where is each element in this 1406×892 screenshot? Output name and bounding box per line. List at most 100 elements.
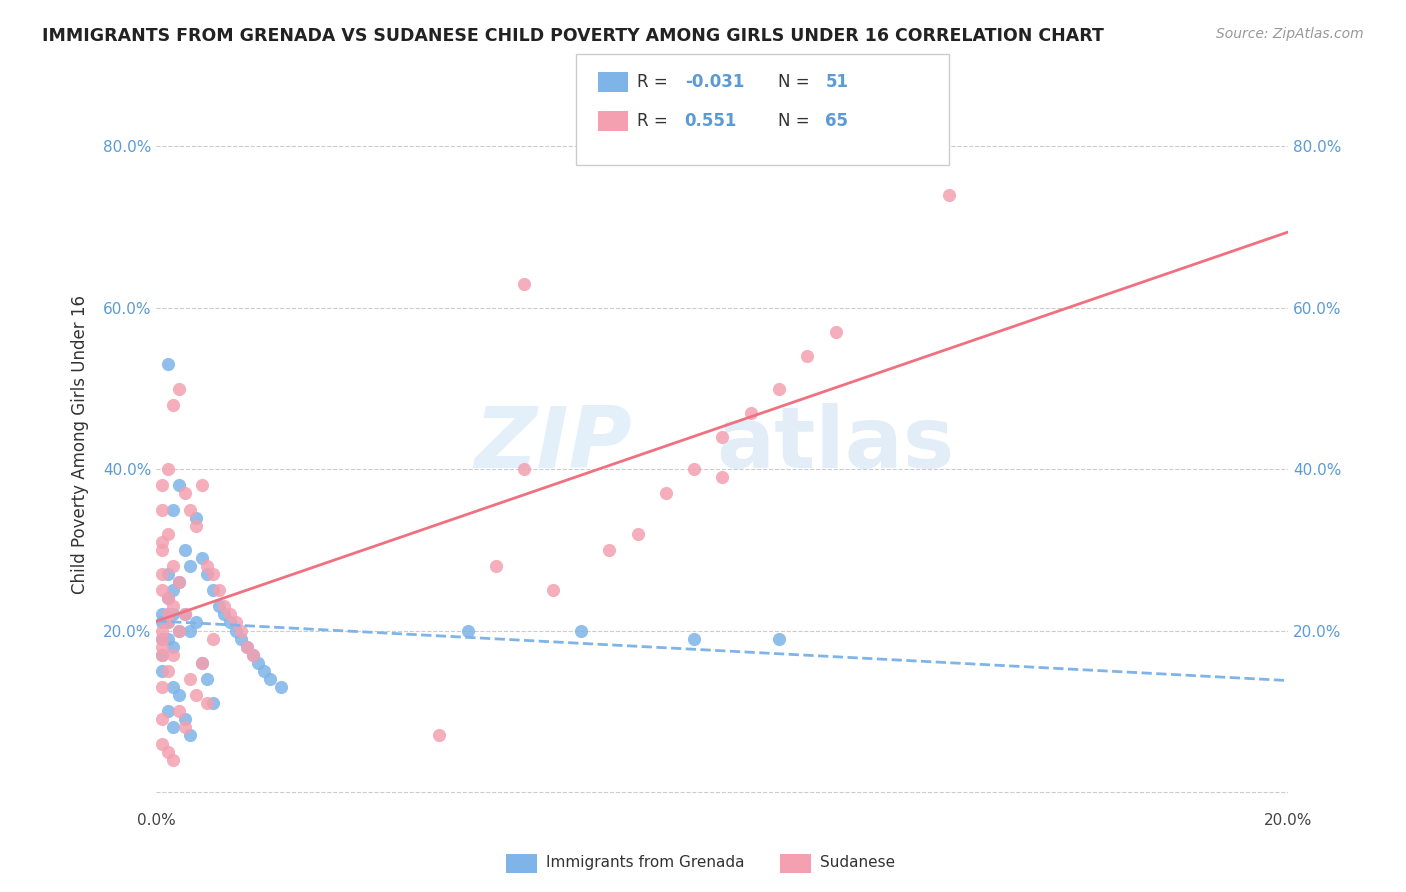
Point xyxy=(156,704,179,718)
Point xyxy=(150,640,173,654)
Point xyxy=(150,680,173,694)
Point xyxy=(236,640,259,654)
Point xyxy=(191,551,214,566)
Point xyxy=(541,583,564,598)
Point xyxy=(162,607,184,622)
Point xyxy=(150,542,173,557)
Point xyxy=(711,470,734,484)
Text: -0.031: -0.031 xyxy=(685,73,744,91)
Point xyxy=(242,648,264,662)
Point xyxy=(179,672,201,686)
Point xyxy=(167,575,190,590)
Point xyxy=(513,462,536,476)
Point xyxy=(179,624,201,638)
Point xyxy=(214,599,236,614)
Point xyxy=(150,583,173,598)
Point xyxy=(156,664,179,678)
Point xyxy=(156,591,179,606)
Point xyxy=(208,583,231,598)
Text: R =: R = xyxy=(637,73,673,91)
Point xyxy=(598,542,620,557)
Point xyxy=(231,632,253,646)
Point xyxy=(150,648,173,662)
Point xyxy=(173,486,195,500)
Point xyxy=(150,632,173,646)
Point xyxy=(655,486,678,500)
Point xyxy=(167,688,190,702)
Point xyxy=(824,325,846,339)
Point xyxy=(162,583,184,598)
Text: N =: N = xyxy=(778,112,814,130)
Point xyxy=(191,656,214,670)
Point xyxy=(167,704,190,718)
Point xyxy=(938,187,960,202)
Point xyxy=(150,632,173,646)
Point xyxy=(162,720,184,734)
Point xyxy=(167,624,190,638)
Point xyxy=(197,567,219,582)
Point xyxy=(173,542,195,557)
Point xyxy=(711,430,734,444)
Point xyxy=(202,696,225,710)
Point xyxy=(162,398,184,412)
Point xyxy=(150,615,173,630)
Point xyxy=(156,591,179,606)
Point xyxy=(156,607,179,622)
Point xyxy=(150,607,173,622)
Point xyxy=(150,737,173,751)
Point xyxy=(485,559,508,574)
Text: 51: 51 xyxy=(825,73,848,91)
Text: N =: N = xyxy=(778,73,814,91)
Point xyxy=(184,688,207,702)
Point xyxy=(626,526,648,541)
Point xyxy=(513,277,536,291)
Point xyxy=(191,478,214,492)
Point xyxy=(197,672,219,686)
Point xyxy=(768,382,790,396)
Point xyxy=(247,656,270,670)
Point xyxy=(768,632,790,646)
Point xyxy=(162,559,184,574)
Point xyxy=(162,680,184,694)
Point xyxy=(457,624,479,638)
Point xyxy=(219,615,242,630)
Text: 0.551: 0.551 xyxy=(685,112,737,130)
Point xyxy=(202,567,225,582)
Point xyxy=(150,624,173,638)
Text: R =: R = xyxy=(637,112,678,130)
Point xyxy=(236,640,259,654)
Y-axis label: Child Poverty Among Girls Under 16: Child Poverty Among Girls Under 16 xyxy=(72,295,89,594)
Point xyxy=(150,664,173,678)
Point xyxy=(253,664,276,678)
Point xyxy=(162,640,184,654)
Point xyxy=(179,559,201,574)
Point xyxy=(173,607,195,622)
Point xyxy=(162,599,184,614)
Text: IMMIGRANTS FROM GRENADA VS SUDANESE CHILD POVERTY AMONG GIRLS UNDER 16 CORRELATI: IMMIGRANTS FROM GRENADA VS SUDANESE CHIL… xyxy=(42,27,1104,45)
Point xyxy=(184,615,207,630)
Point xyxy=(191,656,214,670)
Point xyxy=(179,502,201,516)
Point xyxy=(156,357,179,371)
Point xyxy=(173,607,195,622)
Point xyxy=(202,583,225,598)
Text: ZIP: ZIP xyxy=(474,403,631,486)
Point xyxy=(173,712,195,726)
Point xyxy=(208,599,231,614)
Point xyxy=(167,478,190,492)
Point xyxy=(162,753,184,767)
Point xyxy=(242,648,264,662)
Point xyxy=(173,720,195,734)
Point xyxy=(156,462,179,476)
Point xyxy=(270,680,292,694)
Text: Source: ZipAtlas.com: Source: ZipAtlas.com xyxy=(1216,27,1364,41)
Point xyxy=(162,502,184,516)
Point xyxy=(569,624,592,638)
Point xyxy=(150,567,173,582)
Text: Sudanese: Sudanese xyxy=(820,855,894,870)
Point xyxy=(150,648,173,662)
Point xyxy=(156,526,179,541)
Point xyxy=(197,559,219,574)
Point xyxy=(683,462,706,476)
Point xyxy=(184,518,207,533)
